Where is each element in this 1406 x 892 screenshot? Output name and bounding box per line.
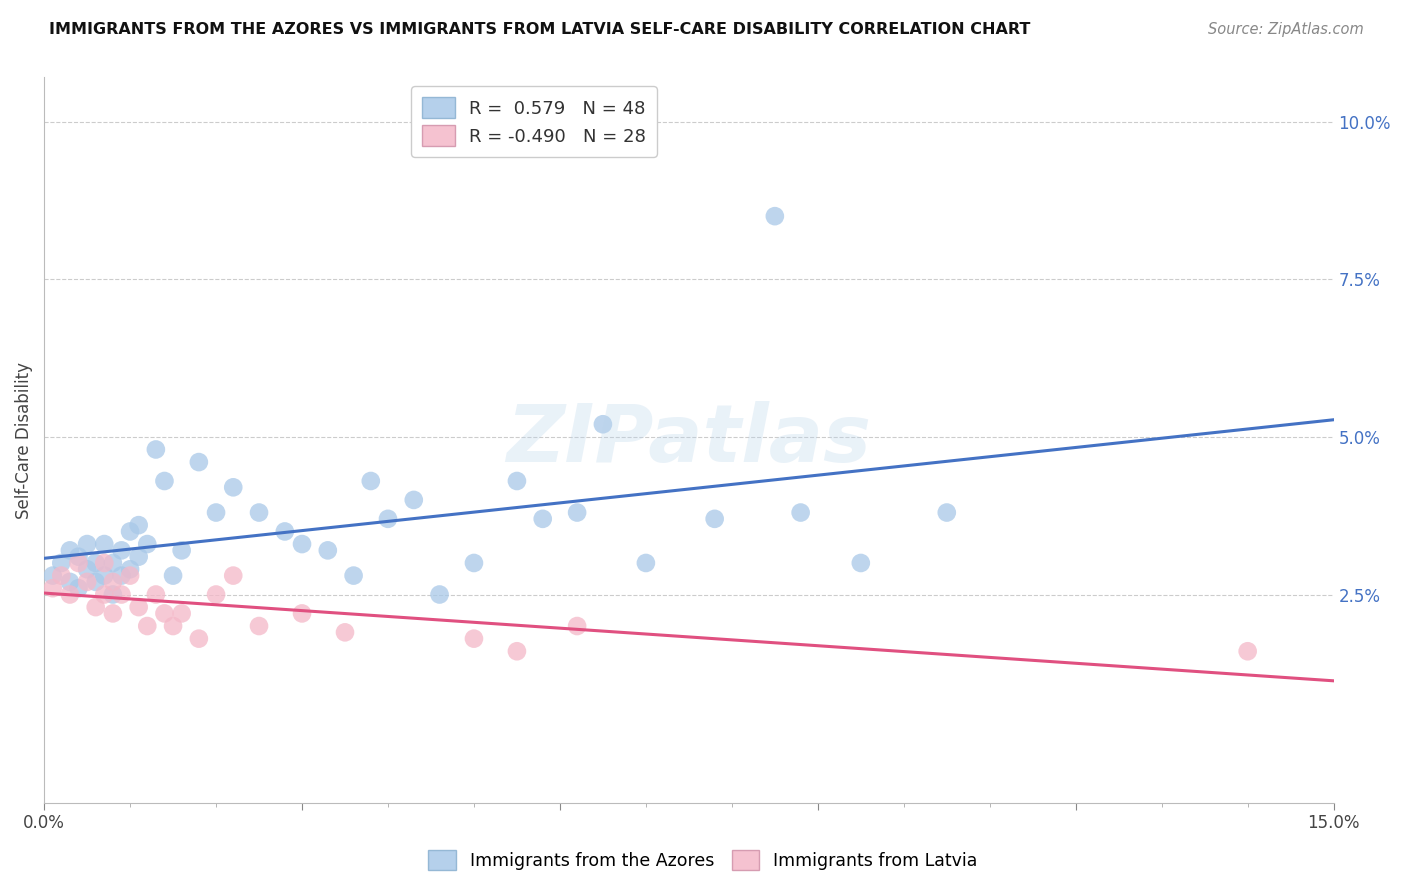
Point xyxy=(93,537,115,551)
Point xyxy=(429,587,451,601)
Text: Source: ZipAtlas.com: Source: ZipAtlas.com xyxy=(1208,22,1364,37)
Point xyxy=(187,455,209,469)
Point xyxy=(93,556,115,570)
Point xyxy=(67,581,90,595)
Point xyxy=(136,619,159,633)
Point xyxy=(170,607,193,621)
Point xyxy=(128,600,150,615)
Point xyxy=(592,417,614,432)
Point xyxy=(703,512,725,526)
Point xyxy=(377,512,399,526)
Point xyxy=(274,524,297,539)
Point xyxy=(101,574,124,589)
Point xyxy=(120,524,142,539)
Point xyxy=(402,492,425,507)
Point xyxy=(222,568,245,582)
Point xyxy=(463,632,485,646)
Point xyxy=(506,644,529,658)
Point xyxy=(634,556,657,570)
Point xyxy=(110,587,132,601)
Point xyxy=(101,556,124,570)
Legend: Immigrants from the Azores, Immigrants from Latvia: Immigrants from the Azores, Immigrants f… xyxy=(419,841,987,879)
Point xyxy=(110,568,132,582)
Point xyxy=(170,543,193,558)
Point xyxy=(463,556,485,570)
Point xyxy=(59,543,82,558)
Point xyxy=(84,556,107,570)
Point xyxy=(76,574,98,589)
Point xyxy=(789,506,811,520)
Point xyxy=(41,568,63,582)
Text: IMMIGRANTS FROM THE AZORES VS IMMIGRANTS FROM LATVIA SELF-CARE DISABILITY CORREL: IMMIGRANTS FROM THE AZORES VS IMMIGRANTS… xyxy=(49,22,1031,37)
Point xyxy=(93,587,115,601)
Point xyxy=(128,549,150,564)
Point xyxy=(222,480,245,494)
Point xyxy=(128,518,150,533)
Point xyxy=(51,556,73,570)
Y-axis label: Self-Care Disability: Self-Care Disability xyxy=(15,361,32,518)
Legend: R =  0.579   N = 48, R = -0.490   N = 28: R = 0.579 N = 48, R = -0.490 N = 28 xyxy=(412,87,657,157)
Point xyxy=(41,581,63,595)
Point xyxy=(153,607,176,621)
Point xyxy=(153,474,176,488)
Point xyxy=(333,625,356,640)
Point xyxy=(316,543,339,558)
Point xyxy=(342,568,364,582)
Point xyxy=(247,619,270,633)
Point xyxy=(145,442,167,457)
Point xyxy=(506,474,529,488)
Point xyxy=(145,587,167,601)
Point xyxy=(360,474,382,488)
Point xyxy=(67,549,90,564)
Point xyxy=(291,607,314,621)
Point xyxy=(205,587,228,601)
Point xyxy=(84,574,107,589)
Point xyxy=(101,607,124,621)
Point xyxy=(51,568,73,582)
Point xyxy=(565,506,588,520)
Point xyxy=(935,506,957,520)
Text: ZIPatlas: ZIPatlas xyxy=(506,401,872,479)
Point xyxy=(162,619,184,633)
Point xyxy=(67,556,90,570)
Point xyxy=(76,537,98,551)
Point xyxy=(291,537,314,551)
Point xyxy=(162,568,184,582)
Point xyxy=(59,574,82,589)
Point xyxy=(565,619,588,633)
Point xyxy=(93,568,115,582)
Point xyxy=(110,543,132,558)
Point xyxy=(763,209,786,223)
Point xyxy=(76,562,98,576)
Point xyxy=(531,512,554,526)
Point xyxy=(84,600,107,615)
Point xyxy=(101,587,124,601)
Point xyxy=(205,506,228,520)
Point xyxy=(1236,644,1258,658)
Point xyxy=(187,632,209,646)
Point xyxy=(849,556,872,570)
Point xyxy=(247,506,270,520)
Point xyxy=(120,568,142,582)
Point xyxy=(59,587,82,601)
Point xyxy=(136,537,159,551)
Point xyxy=(120,562,142,576)
